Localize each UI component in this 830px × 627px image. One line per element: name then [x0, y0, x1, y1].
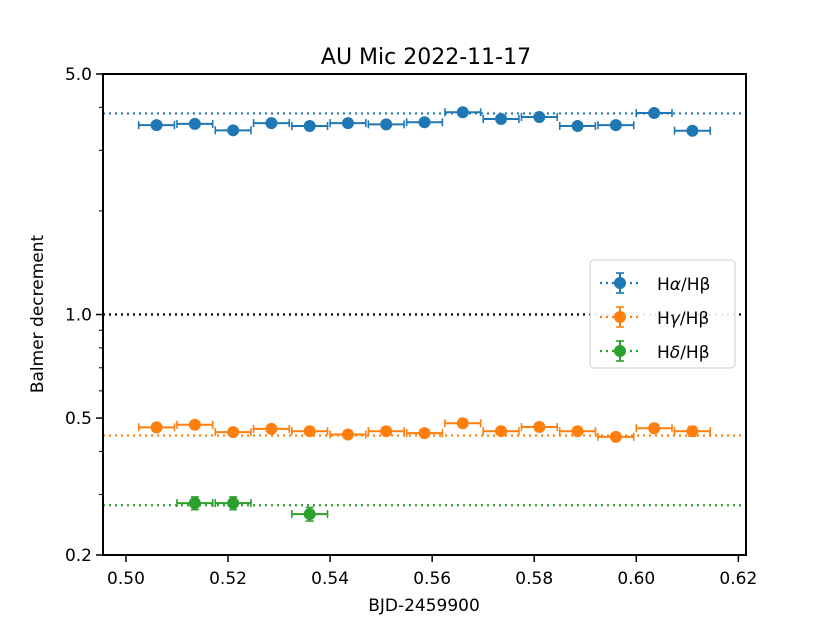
data-point — [495, 425, 508, 438]
data-point — [188, 418, 201, 431]
data-point — [188, 497, 201, 510]
data-point — [571, 120, 584, 133]
data-point — [533, 110, 546, 123]
data-point — [418, 116, 431, 129]
data-point — [380, 425, 393, 438]
data-point — [609, 119, 622, 132]
legend-marker — [614, 311, 626, 323]
y-tick-label: 1.0 — [65, 306, 92, 326]
legend-label: Hγ/Hβ — [657, 309, 709, 329]
data-series — [137, 106, 712, 522]
series-α-group — [137, 106, 712, 137]
legend-label: Hδ/Hβ — [657, 343, 710, 363]
data-point — [686, 425, 699, 438]
data-point — [265, 422, 278, 435]
legend-label: Hα/Hβ — [657, 275, 710, 295]
data-point — [303, 425, 316, 438]
y-axis: 0.2 0.5 1.0 5.0 — [65, 65, 103, 566]
x-tick-label: 0.54 — [311, 569, 349, 589]
x-tick-label: 0.52 — [209, 569, 247, 589]
data-point — [571, 425, 584, 438]
data-point — [188, 117, 201, 130]
legend-marker — [614, 345, 626, 357]
data-point — [303, 120, 316, 133]
series-δ-group — [176, 496, 329, 522]
legend-box — [589, 259, 736, 369]
data-point — [456, 417, 469, 430]
legend-marker — [614, 277, 626, 289]
data-point — [456, 106, 469, 119]
y-tick-label: 5.0 — [65, 65, 92, 85]
data-point — [150, 421, 163, 434]
data-point — [150, 119, 163, 132]
legend: Hα/Hβ Hγ/Hβ Hδ/Hβ — [589, 259, 736, 369]
data-point — [265, 117, 278, 130]
data-point — [418, 427, 431, 440]
x-axis: 0.50 0.52 0.54 0.56 0.58 0.60 0.62 — [107, 555, 757, 589]
x-tick-label: 0.62 — [719, 569, 757, 589]
y-axis-label: Balmer decrement — [28, 234, 48, 393]
data-point — [380, 118, 393, 131]
series-γ-group — [137, 417, 712, 443]
data-point — [686, 124, 699, 137]
y-tick-label: 0.2 — [65, 546, 92, 566]
data-point — [227, 426, 240, 439]
chart-title: AU Mic 2022-11-17 — [321, 45, 531, 70]
data-point — [648, 107, 661, 120]
x-axis-label: BJD-2459900 — [368, 596, 480, 616]
y-tick-label: 0.5 — [65, 409, 92, 429]
data-point — [341, 117, 354, 130]
data-point — [303, 508, 316, 521]
x-tick-label: 0.50 — [107, 569, 145, 589]
x-tick-label: 0.60 — [617, 569, 655, 589]
data-point — [533, 421, 546, 434]
x-tick-label: 0.56 — [413, 569, 451, 589]
data-point — [227, 497, 240, 510]
x-tick-label: 0.58 — [515, 569, 553, 589]
data-point — [227, 124, 240, 137]
data-point — [609, 430, 622, 443]
data-point — [341, 428, 354, 441]
data-point — [495, 112, 508, 125]
data-point — [648, 422, 661, 435]
